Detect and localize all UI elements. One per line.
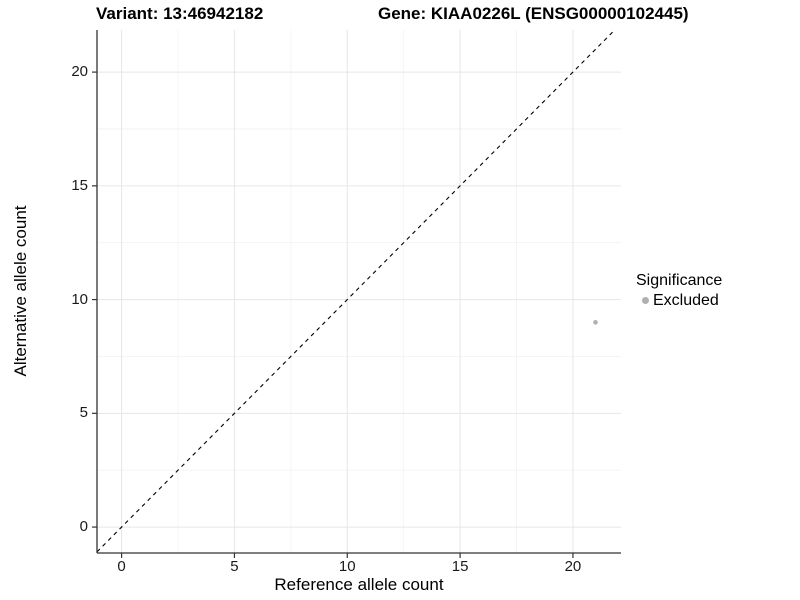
identity-line bbox=[96, 29, 616, 553]
y-axis-title: Alternative allele count bbox=[11, 205, 30, 377]
x-tick-label: 5 bbox=[230, 558, 239, 575]
plot-title-variant: Variant: 13:46942182 bbox=[96, 4, 264, 23]
plot-title-gene: Gene: KIAA0226L (ENSG00000102445) bbox=[378, 4, 689, 23]
y-tick-label: 5 bbox=[79, 404, 88, 422]
x-axis-title: Reference allele count bbox=[274, 575, 444, 594]
x-tick-label: 20 bbox=[564, 558, 582, 575]
legend-entry-label: Excluded bbox=[653, 292, 719, 309]
y-tick-label: 15 bbox=[71, 176, 88, 194]
legend-entry: Excluded bbox=[636, 291, 796, 310]
y-tick-label: 20 bbox=[71, 63, 88, 81]
x-tick-label: 0 bbox=[117, 558, 126, 575]
data-point bbox=[593, 320, 598, 325]
legend-point-marker-icon bbox=[642, 297, 649, 304]
x-tick-label: 10 bbox=[338, 558, 356, 575]
legend-title: Significance bbox=[636, 272, 723, 289]
y-tick-label: 10 bbox=[71, 290, 88, 308]
legend: Significance Excluded bbox=[636, 271, 796, 310]
x-tick-label: 15 bbox=[451, 558, 469, 575]
y-tick-label: 0 bbox=[79, 518, 88, 536]
